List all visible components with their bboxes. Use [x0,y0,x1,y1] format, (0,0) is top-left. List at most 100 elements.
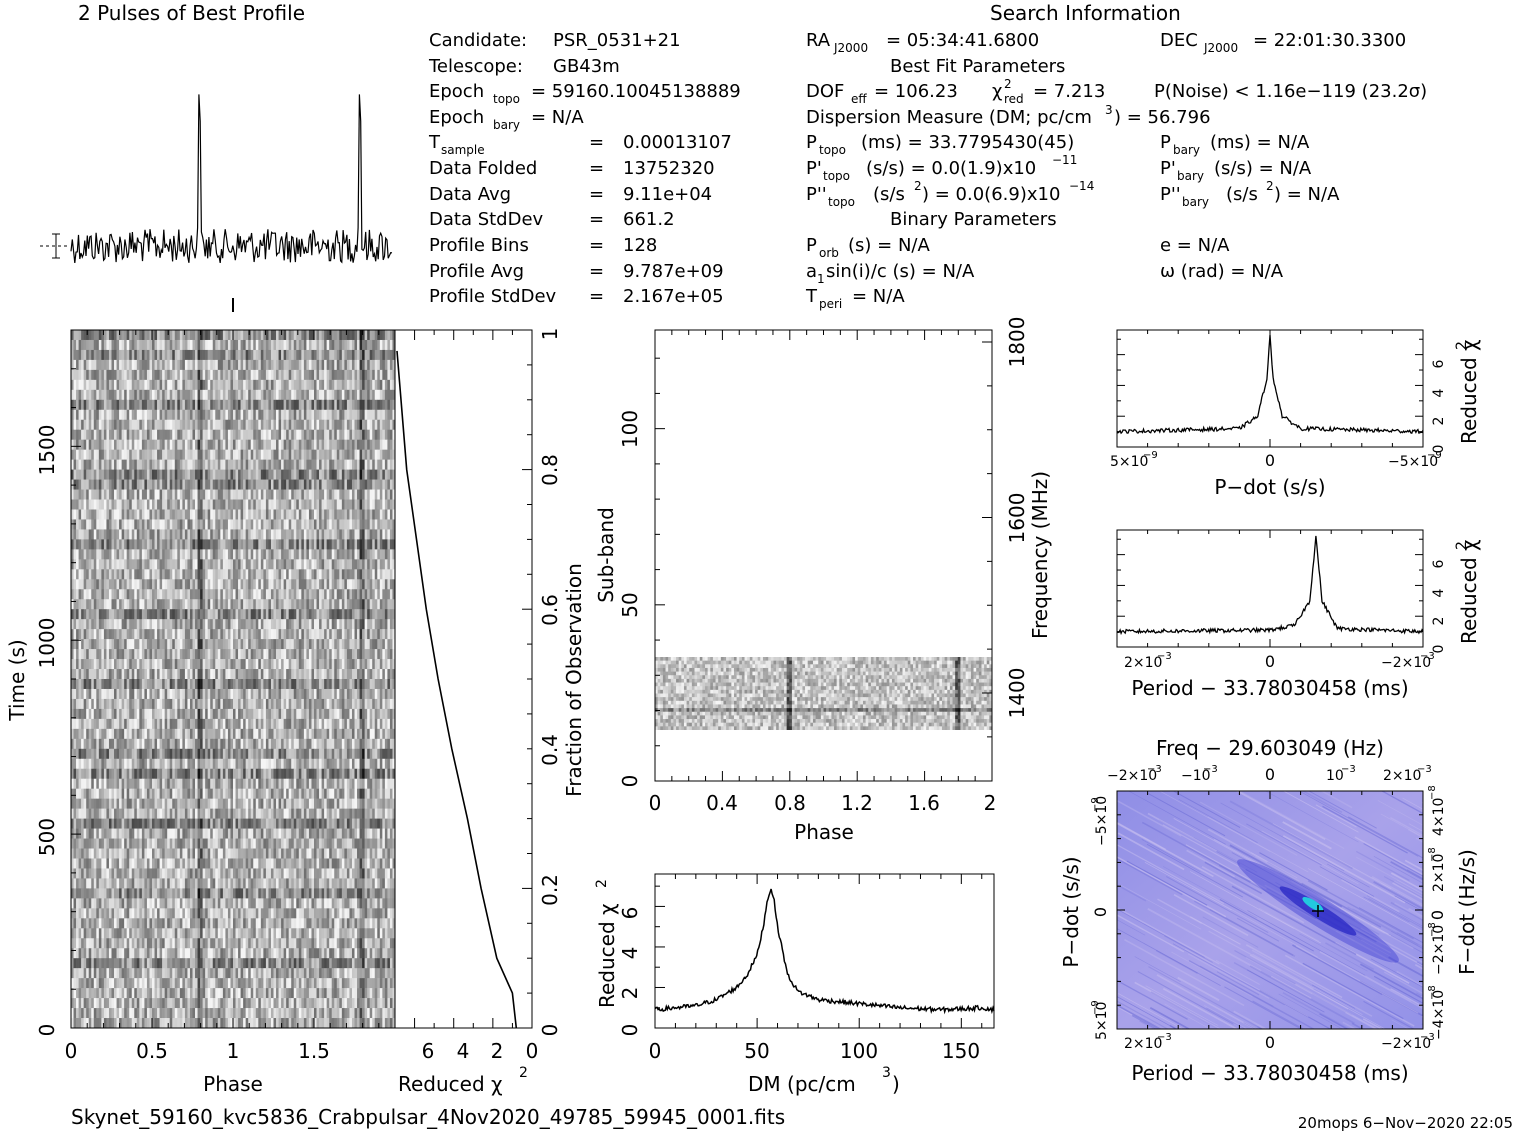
heatmap-cell [303,349,307,361]
heatmap-cell [260,599,264,610]
heatmap-cell [144,569,148,580]
heatmap-cell [253,639,257,650]
heatmap-cell [263,519,267,530]
heatmap-cell [197,449,201,460]
heatmap-cell [329,679,333,690]
heatmap-cell [372,409,376,421]
heatmap-cell [116,489,120,500]
heatmap-cell [103,389,107,401]
heatmap-cell [154,519,158,530]
heatmap-cell [134,589,138,600]
heatmap-cell [351,330,355,341]
heatmap-cell [83,379,87,391]
heatmap-cell [326,698,330,710]
heatmap-cell [129,479,133,490]
heatmap-cell [314,369,317,381]
heatmap-cell [215,389,219,401]
heatmap-cell [389,339,393,351]
heatmap-cell [146,609,150,620]
heatmap-cell [88,359,92,371]
heatmap-cell [265,539,269,550]
heatmap-cell [255,359,259,371]
heatmap-cell [235,579,239,590]
heatmap-cell [346,589,350,600]
heatmap-cell [270,330,274,341]
heatmap-cell [119,409,122,421]
heatmap-cell [291,569,295,580]
heatmap-cell [319,349,322,361]
heatmap-cell [169,579,173,590]
heatmap-cell [364,589,368,600]
avg-value: 9.11e+04 [623,184,712,205]
heatmap-cell [265,519,269,530]
heatmap-cell [314,659,317,670]
heatmap-cell [126,539,130,550]
heatmap-cell [210,708,214,720]
heatmap-cell [81,619,84,630]
heatmap-cell [362,629,365,640]
heatmap-cell [152,479,155,490]
heatmap-cell [103,509,107,520]
heatmap-cell [301,429,305,440]
heatmap-cell [200,479,203,490]
heatmap-cell [346,679,350,690]
heatmap-cell [154,419,158,431]
heatmap-cell [162,359,165,371]
heatmap-cell [192,589,196,600]
heatmap-cell [293,429,297,440]
heatmap-cell [341,679,345,690]
heatmap-cell [124,489,127,500]
heatmap-cell [379,479,383,490]
heatmap-cell [86,679,90,690]
heatmap-cell [192,330,196,341]
heatmap-cell [230,359,234,371]
heatmap-cell [314,688,317,700]
heatmap-cell [245,409,249,421]
heatmap-cell [341,479,345,490]
heatmap-cell [106,479,110,490]
heatmap-cell [346,599,350,610]
heatmap-cell [374,349,378,361]
heatmap-cell [255,489,259,500]
heatmap-cell [71,489,74,500]
heatmap-cell [240,649,244,660]
heatmap-cell [281,569,284,580]
heatmap-cell [78,519,82,530]
heatmap-cell [174,449,178,460]
heatmap-cell [197,399,201,411]
heatmap-cell [296,339,300,351]
heatmap-cell [260,409,264,421]
heatmap-cell [351,619,355,630]
heatmap-cell [71,599,74,610]
heatmap-cell [369,679,373,690]
heatmap-cell [172,439,176,450]
heatmap-cell [195,359,198,371]
heatmap-cell [88,330,92,341]
heatmap-cell [139,519,143,530]
heatmap-cell [351,559,355,570]
heatmap-cell [341,369,345,381]
heatmap-cell [220,439,224,450]
heatmap-cell [238,589,241,600]
dec-label: DEC [1160,30,1198,51]
heatmap-cell [243,549,246,560]
heatmap-cell [217,698,221,710]
heatmap-cell [344,419,348,431]
heatmap-cell [207,559,211,570]
heatmap-cell [296,639,300,650]
heatmap-cell [248,330,252,341]
heatmap-cell [111,599,115,610]
heatmap-cell [225,469,229,480]
epoch-bary-sub: bary [493,118,520,132]
heatmap-cell [220,549,224,560]
heatmap-cell [83,529,87,540]
heatmap-cell [255,369,259,381]
heatmap-cell [184,569,188,580]
heatmap-cell [321,649,325,660]
heatmap-cell [197,659,201,670]
heatmap-cell [121,459,125,470]
heatmap-cell [311,479,315,490]
heatmap-cell [157,639,160,650]
heatmap-cell [129,649,133,660]
heatmap-cell [205,499,208,510]
